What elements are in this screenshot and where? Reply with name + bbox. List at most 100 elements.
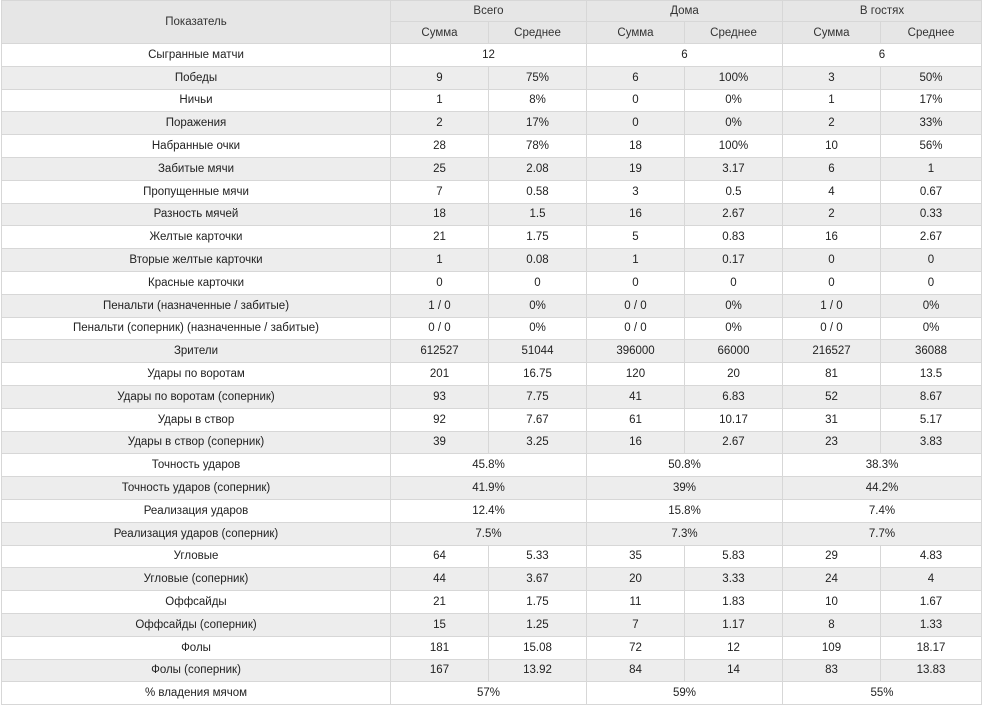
table-row: Удары по воротам (соперник) 93 7.75 41 6.83 5…	[1, 384, 983, 409]
cell-value: 0	[879, 248, 983, 272]
row-label: Точность ударов (соперник)	[1, 476, 391, 500]
table-row: Фолы 181 15.08 72 12 109 18.17	[1, 635, 983, 660]
table-row: Поражения 2 17% 0 0% 2 33%	[1, 111, 983, 136]
table-row: Угловые (соперник) 44 3.67 20 3.33 24 4	[1, 567, 983, 592]
cell-value: 216527	[782, 339, 881, 364]
cell-value: 36088	[879, 339, 983, 364]
cell-value: 4.83	[879, 544, 983, 569]
cell-value: 20	[684, 362, 783, 386]
cell-value: 29	[782, 544, 881, 569]
table-row: Забитые мячи 25 2.08 19 3.17 6 1	[1, 156, 983, 181]
table-row: Реализация ударов 12.4% 15.8% 7.4%	[1, 498, 983, 523]
cell-value: 1.5	[488, 202, 587, 227]
row-label: Желтые карточки	[1, 225, 391, 250]
table-row: Реализация ударов (соперник) 7.5% 7.3% 7.7%	[1, 521, 983, 546]
cell-value: 0	[390, 270, 489, 295]
row-label: Набранные очки	[1, 134, 391, 158]
cell-value: 109	[782, 635, 881, 660]
cell-value: 0	[782, 270, 881, 295]
cell-value: 100%	[684, 65, 783, 90]
cell-value: 6	[781, 43, 983, 67]
table-row: % владения мячом 57% 59% 55%	[1, 681, 983, 706]
header-avg: Среднее	[879, 21, 983, 44]
cell-value: 64	[390, 544, 489, 569]
cell-value: 16.75	[488, 362, 587, 386]
cell-value: 84	[586, 658, 685, 683]
cell-value: 3.83	[879, 430, 983, 455]
cell-value: 15.08	[488, 635, 587, 660]
cell-value: 21	[390, 590, 489, 614]
cell-value: 0.58	[488, 179, 587, 204]
cell-value: 0.17	[684, 248, 783, 272]
cell-value: 17%	[488, 111, 587, 136]
row-label: Оффсайды (соперник)	[1, 612, 391, 637]
cell-value: 0	[879, 270, 983, 295]
row-label: Ничьи	[1, 88, 391, 113]
cell-value: 7	[586, 612, 685, 637]
table-row: Зрители 612527 51044 396000 66000 216527 36088	[1, 339, 983, 364]
cell-value: 83	[782, 658, 881, 683]
cell-value: 3	[782, 65, 881, 90]
cell-value: 23	[782, 430, 881, 455]
cell-value: 16	[586, 202, 685, 227]
cell-value: 0%	[879, 316, 983, 341]
cell-value: 1.83	[684, 590, 783, 614]
cell-value: 396000	[586, 339, 685, 364]
row-label: Пенальти (соперник) (назначенные / забит…	[1, 316, 391, 341]
cell-value: 72	[586, 635, 685, 660]
cell-value: 10	[782, 590, 881, 614]
cell-value: 93	[390, 384, 489, 409]
cell-value: 59%	[586, 681, 783, 706]
cell-value: 0%	[488, 316, 587, 341]
cell-value: 0.08	[488, 248, 587, 272]
cell-value: 2	[782, 111, 881, 136]
cell-value: 1.17	[684, 612, 783, 637]
cell-value: 1	[879, 156, 983, 181]
cell-value: 4	[782, 179, 881, 204]
cell-value: 7.3%	[586, 521, 783, 546]
cell-value: 1	[586, 248, 685, 272]
cell-value: 1	[390, 88, 489, 113]
cell-value: 0 / 0	[782, 316, 881, 341]
cell-value: 0 / 0	[586, 316, 685, 341]
table-row: Удары в створ (соперник) 39 3.25 16 2.67 23 3.…	[1, 430, 983, 455]
cell-value: 0.83	[684, 225, 783, 250]
cell-value: 0	[586, 270, 685, 295]
table-row: Набранные очки 28 78% 18 100% 10 56%	[1, 134, 983, 158]
cell-value: 16	[586, 430, 685, 455]
row-label: Пенальти (назначенные / забитые)	[1, 293, 391, 318]
cell-value: 45.8%	[390, 453, 587, 478]
cell-value: 19	[586, 156, 685, 181]
cell-value: 0 / 0	[586, 293, 685, 318]
cell-value: 3.17	[684, 156, 783, 181]
cell-value: 16	[782, 225, 881, 250]
cell-value: 120	[586, 362, 685, 386]
cell-value: 12	[684, 635, 783, 660]
cell-value: 14	[684, 658, 783, 683]
cell-value: 6	[586, 43, 783, 67]
row-label: Реализация ударов (соперник)	[1, 521, 391, 546]
cell-value: 1.67	[879, 590, 983, 614]
table-row: Удары по воротам 201 16.75 120 20 81 13.5	[1, 362, 983, 386]
cell-value: 1.75	[488, 590, 587, 614]
cell-value: 0	[782, 248, 881, 272]
table-row: Вторые желтые карточки 1 0.08 1 0.17 0 0	[1, 248, 983, 272]
table-row: Сыгранные матчи 12 6 6	[1, 43, 983, 67]
table-row: Удары в створ 92 7.67 61 10.17 31 5.17	[1, 407, 983, 432]
cell-value: 39%	[586, 476, 783, 500]
cell-value: 56%	[879, 134, 983, 158]
cell-value: 81	[782, 362, 881, 386]
table-row: Желтые карточки 21 1.75 5 0.83 16 2.67	[1, 225, 983, 250]
cell-value: 21	[390, 225, 489, 250]
cell-value: 1.25	[488, 612, 587, 637]
row-label: % владения мячом	[1, 681, 391, 706]
table-body: Сыгранные матчи 12 6 6 Победы 9 75% 6 100% 3 50% Ни…	[1, 43, 983, 706]
cell-value: 18.17	[879, 635, 983, 660]
cell-value: 35	[586, 544, 685, 569]
row-label: Точность ударов	[1, 453, 391, 478]
row-label: Поражения	[1, 111, 391, 136]
header-sum: Сумма	[782, 21, 881, 44]
cell-value: 0	[684, 270, 783, 295]
cell-value: 8	[782, 612, 881, 637]
